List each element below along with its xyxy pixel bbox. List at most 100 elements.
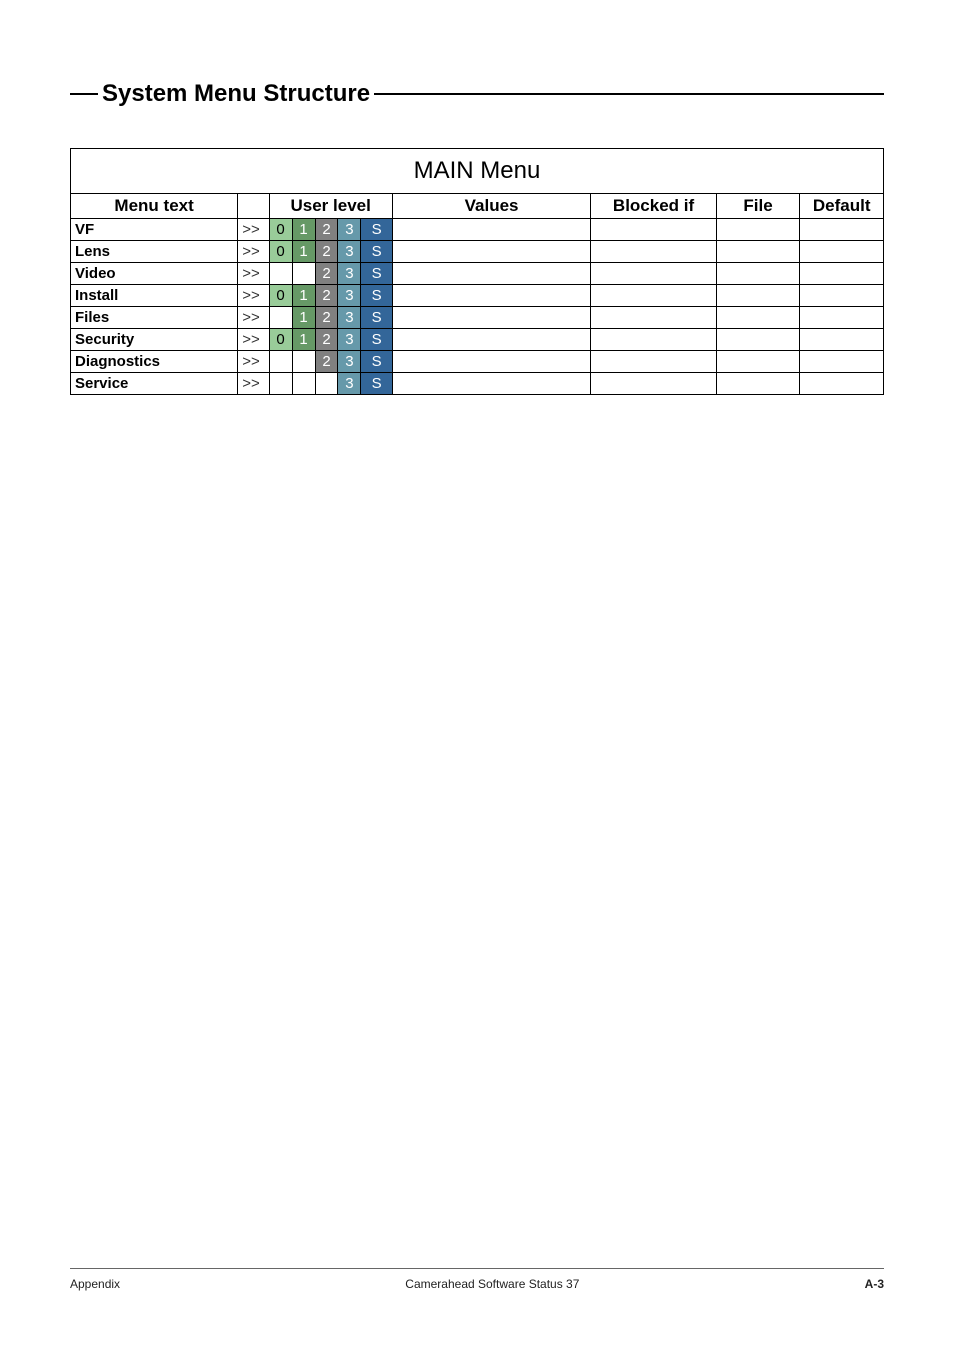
default-cell [800,307,884,329]
user-level-cell: 0 [269,241,292,263]
user-level-cell: 3 [338,241,361,263]
user-level-cell [292,263,315,285]
user-level-cell: S [361,241,392,263]
default-cell [800,219,884,241]
menu-item-label: Service [71,373,238,395]
table-row: VF>>0123S [71,219,884,241]
table-row: Video>>23S [71,263,884,285]
menu-item-label: Diagnostics [71,351,238,373]
menu-item-label: Video [71,263,238,285]
file-cell [716,241,800,263]
footer-center: Camerahead Software Status 37 [405,1277,579,1291]
header-blocked-if: Blocked if [591,194,716,219]
default-cell [800,241,884,263]
file-cell [716,219,800,241]
file-cell [716,307,800,329]
header-user-level: User level [269,194,392,219]
user-level-cell: 2 [315,263,338,285]
submenu-arrow: >> [238,241,269,263]
user-level-cell [292,351,315,373]
blocked-cell [591,329,716,351]
user-level-cell: 0 [269,219,292,241]
file-cell [716,285,800,307]
file-cell [716,373,800,395]
table-header-row: Menu text User level Values Blocked if F… [71,194,884,219]
values-cell [392,263,591,285]
values-cell [392,307,591,329]
user-level-cell: S [361,285,392,307]
header-values: Values [392,194,591,219]
main-menu-table: MAIN Menu Menu text User level Values Bl… [70,148,884,395]
values-cell [392,219,591,241]
values-cell [392,241,591,263]
file-cell [716,263,800,285]
user-level-cell [269,263,292,285]
table-row: Install>>0123S [71,285,884,307]
submenu-arrow: >> [238,373,269,395]
submenu-arrow: >> [238,219,269,241]
menu-item-label: Lens [71,241,238,263]
submenu-arrow: >> [238,307,269,329]
values-cell [392,373,591,395]
table-title-row: MAIN Menu [71,149,884,194]
rule-left [70,93,98,95]
user-level-cell: S [361,263,392,285]
user-level-cell: 2 [315,285,338,307]
values-cell [392,351,591,373]
submenu-arrow: >> [238,351,269,373]
default-cell [800,373,884,395]
file-cell [716,351,800,373]
table-title: MAIN Menu [71,149,884,194]
user-level-cell: S [361,351,392,373]
user-level-cell: 3 [338,307,361,329]
values-cell [392,285,591,307]
header-menu-text: Menu text [71,194,238,219]
submenu-arrow: >> [238,329,269,351]
user-level-cell: 3 [338,351,361,373]
user-level-cell: 2 [315,241,338,263]
header-file: File [716,194,800,219]
table-row: Files>> 123S [71,307,884,329]
user-level-cell: 3 [338,219,361,241]
user-level-cell: 0 [269,329,292,351]
user-level-cell: 2 [315,329,338,351]
user-level-cell [269,373,292,395]
blocked-cell [591,307,716,329]
menu-item-label: Install [71,285,238,307]
table-row: Service>>3S [71,373,884,395]
blocked-cell [591,351,716,373]
menu-item-label: VF [71,219,238,241]
submenu-arrow: >> [238,285,269,307]
user-level-cell: 3 [338,263,361,285]
user-level-cell: 2 [315,351,338,373]
blocked-cell [591,373,716,395]
user-level-cell: 1 [292,285,315,307]
default-cell [800,285,884,307]
user-level-cell: 2 [315,307,338,329]
user-level-cell [269,307,292,329]
default-cell [800,263,884,285]
user-level-cell: 1 [292,219,315,241]
user-level-cell: 1 [292,241,315,263]
table-row: Diagnostics>> 23S [71,351,884,373]
user-level-cell: 3 [338,285,361,307]
user-level-cell: S [361,329,392,351]
table-row: Security>>0123S [71,329,884,351]
table-row: Lens>>0123S [71,241,884,263]
blocked-cell [591,263,716,285]
section-heading: System Menu Structure [70,80,884,108]
user-level-cell: S [361,307,392,329]
user-level-cell: 3 [338,329,361,351]
file-cell [716,329,800,351]
user-level-cell: 1 [292,307,315,329]
menu-item-label: Files [71,307,238,329]
blocked-cell [591,241,716,263]
default-cell [800,329,884,351]
header-default: Default [800,194,884,219]
footer-left: Appendix [70,1277,120,1291]
header-arrow-blank [238,194,269,219]
user-level-cell [315,373,338,395]
footer-page-number: A-3 [865,1277,884,1291]
user-level-cell: 2 [315,219,338,241]
menu-item-label: Security [71,329,238,351]
